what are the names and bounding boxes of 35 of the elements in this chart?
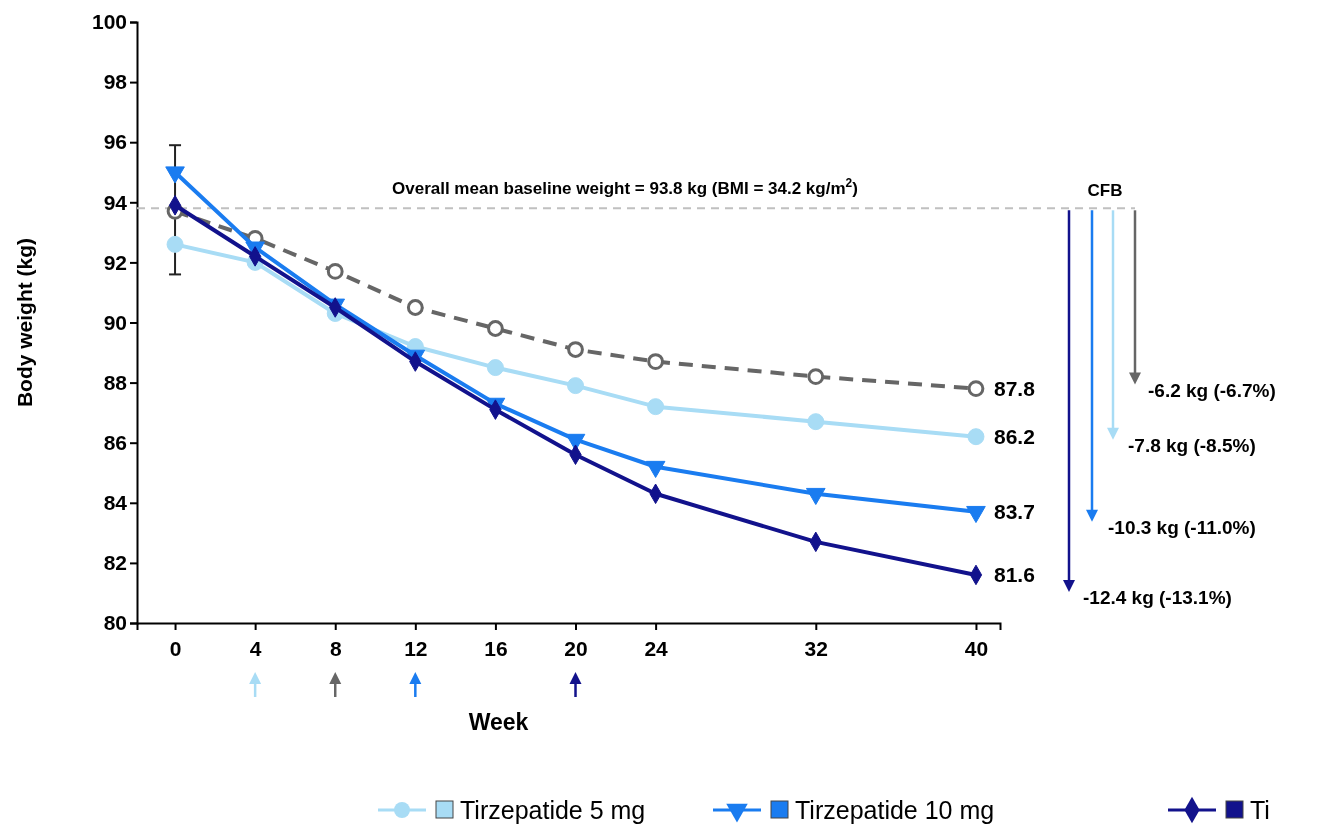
y-tick-label: 90	[103, 310, 127, 334]
y-tick-label: 80	[103, 611, 127, 635]
y-tick-label: 82	[103, 551, 127, 575]
y-axis-title: Body weight (kg)	[13, 237, 36, 408]
text: -7.8 kg (-8.5%)	[1128, 434, 1256, 456]
y-tick-label: 98	[103, 70, 128, 94]
x-tick-label: 32	[804, 637, 828, 661]
x-tick-label: 16	[484, 637, 508, 661]
y-tick-label: 100	[91, 10, 127, 34]
y-tick-label: 92	[103, 250, 127, 274]
legend-label: Tirzepatide 10 mg	[795, 796, 995, 824]
data-label: 86.2	[993, 424, 1035, 448]
text: CFB	[1087, 181, 1123, 201]
y-tick-label: 84	[103, 491, 128, 515]
x-tick-label: 20	[564, 637, 588, 661]
data-label: 81.6	[993, 562, 1035, 586]
text: -12.4 kg (-13.1%)	[1083, 586, 1232, 608]
y-tick-label: 94	[103, 190, 128, 214]
x-tick-label: 0	[169, 637, 182, 661]
y-tick-label: 86	[103, 430, 127, 454]
ref-line-label: Overall mean baseline weight = 93.8 kg (BMI = 34.2 kg/m$^{2}$)	[392, 176, 858, 199]
text: -10.3 kg (-11.0%)	[1108, 516, 1256, 538]
x-axis-title: Week	[468, 709, 529, 735]
x-tick-label: 4	[249, 637, 262, 661]
legend-label: Tirzepatide 5 mg	[460, 796, 646, 824]
x-tick-label: 24	[644, 637, 669, 661]
data-label: 87.8	[993, 376, 1036, 400]
text: -6.2 kg (-6.7%)	[1148, 379, 1276, 401]
x-tick-label: 40	[964, 637, 989, 661]
x-tick-label: 12	[404, 637, 428, 661]
data-label: 83.7	[993, 499, 1035, 523]
x-tick-label: 8	[329, 637, 342, 661]
y-tick-label: 96	[103, 130, 127, 154]
legend-label: Ti	[1250, 796, 1270, 824]
y-tick-label: 88	[103, 370, 128, 394]
